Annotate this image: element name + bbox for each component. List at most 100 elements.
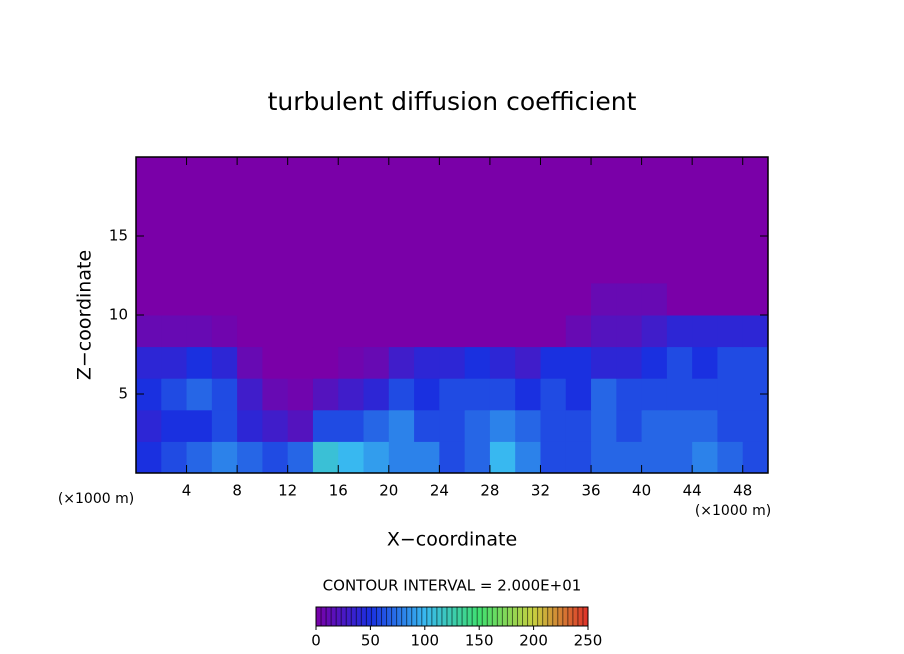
heatmap-cell: [136, 283, 162, 316]
heatmap-cell: [464, 346, 491, 379]
heatmap-cell: [692, 409, 718, 442]
heatmap-cell: [136, 315, 162, 348]
heatmap-cell: [161, 409, 188, 442]
heatmap-cell: [641, 409, 668, 442]
heatmap-cell: [616, 378, 643, 411]
heatmap-cell: [641, 315, 668, 348]
heatmap-cell: [641, 441, 668, 474]
heatmap-cell: [717, 283, 744, 316]
heatmap-cell: [742, 283, 769, 316]
heatmap-cell: [237, 346, 263, 379]
heatmap-cell: [161, 378, 188, 411]
heatmap-cell: [388, 441, 415, 474]
heatmap-cell: [666, 283, 693, 316]
heatmap-cell: [211, 346, 238, 379]
heatmap-cell: [262, 315, 289, 348]
x-tick-label: 20: [379, 482, 398, 500]
heatmap-cell: [186, 283, 213, 316]
heatmap-cell: [489, 283, 516, 316]
y-tick-label: 15: [109, 227, 128, 245]
chart-title: turbulent diffusion coefficient: [268, 87, 637, 116]
heatmap-cell: [211, 441, 238, 474]
heatmap-cell: [464, 378, 491, 411]
heatmap-cell: [136, 441, 162, 474]
heatmap-cell: [287, 441, 314, 474]
heatmap-cell: [363, 409, 390, 442]
x-tick-label: 40: [632, 482, 651, 500]
heatmap-cell: [161, 315, 188, 348]
heatmap-cell: [363, 283, 390, 316]
heatmap-cell: [312, 378, 339, 411]
heatmap-cell: [540, 283, 567, 316]
heatmap-cell: [312, 315, 339, 348]
heatmap-cell: [666, 315, 693, 348]
y-tick-label: 10: [109, 306, 128, 324]
heatmap-cell: [616, 315, 643, 348]
heatmap-cell: [692, 346, 718, 379]
colorbar-tick-label: 250: [574, 632, 603, 650]
heatmap-cell: [439, 315, 466, 348]
heatmap-cell: [565, 346, 592, 379]
heatmap-cell: [742, 441, 769, 474]
heatmap-cell: [414, 346, 440, 379]
heatmap-cell: [136, 346, 162, 379]
heatmap-cell: [540, 346, 567, 379]
heatmap-cell: [565, 441, 592, 474]
heatmap-cell: [692, 441, 718, 474]
colorbar-label: CONTOUR INTERVAL = 2.000E+01: [323, 577, 582, 595]
heatmap-cell: [186, 315, 213, 348]
x-tick-label: 16: [329, 482, 348, 500]
heatmap-cell: [540, 409, 567, 442]
heatmap-cell: [464, 283, 491, 316]
heatmap-cell: [388, 283, 415, 316]
heatmap-cell: [616, 409, 643, 442]
y-axis-label: Z−coordinate: [74, 250, 96, 380]
colorbar-tick-label: 50: [361, 632, 380, 650]
heatmap-cell: [489, 315, 516, 348]
heatmap-cell: [338, 346, 365, 379]
heatmap-cell: [161, 346, 188, 379]
heatmap-cell: [540, 378, 567, 411]
y-tick-label: 5: [118, 385, 128, 403]
x-tick-label: 24: [430, 482, 449, 500]
heatmap-cell: [666, 441, 693, 474]
heatmap-cell: [262, 441, 289, 474]
y-unit-label: (×1000 m): [58, 491, 134, 507]
heatmap-cell: [717, 409, 744, 442]
heatmap-cell: [287, 378, 314, 411]
heatmap-cell: [287, 315, 314, 348]
heatmap-cell: [439, 283, 466, 316]
heatmap-cell: [287, 409, 314, 442]
heatmap-cell: [161, 441, 188, 474]
heatmap-cell: [540, 315, 567, 348]
heatmap-cell: [641, 346, 668, 379]
heatmap-cell: [363, 441, 390, 474]
heatmap-cell: [338, 315, 365, 348]
heatmap-cell: [565, 378, 592, 411]
heatmap-cell: [515, 441, 541, 474]
heatmap-cell: [565, 315, 592, 348]
heatmap-cell: [489, 346, 516, 379]
heatmap-cell: [338, 409, 365, 442]
heatmap-cell: [161, 283, 188, 316]
heatmap-cell: [414, 378, 440, 411]
heatmap-cell: [489, 378, 516, 411]
heatmap-cell: [439, 409, 466, 442]
heatmap-cell: [515, 378, 541, 411]
heatmap-cell: [363, 378, 390, 411]
x-unit-label: (×1000 m): [695, 503, 771, 519]
heatmap-cell: [262, 409, 289, 442]
heatmap-cell: [591, 441, 617, 474]
heatmap-cell: [414, 315, 440, 348]
heatmap-cell: [237, 409, 263, 442]
colorbar-tick-label: 0: [311, 632, 321, 650]
heatmap-cell: [211, 315, 238, 348]
heatmap-cell: [363, 315, 390, 348]
heatmap-cell: [211, 409, 238, 442]
heatmap-cell: [439, 441, 466, 474]
heatmap-cell: [136, 409, 162, 442]
heatmap-cell: [262, 346, 289, 379]
heatmap-cell: [287, 283, 314, 316]
heatmap-cell: [616, 441, 643, 474]
